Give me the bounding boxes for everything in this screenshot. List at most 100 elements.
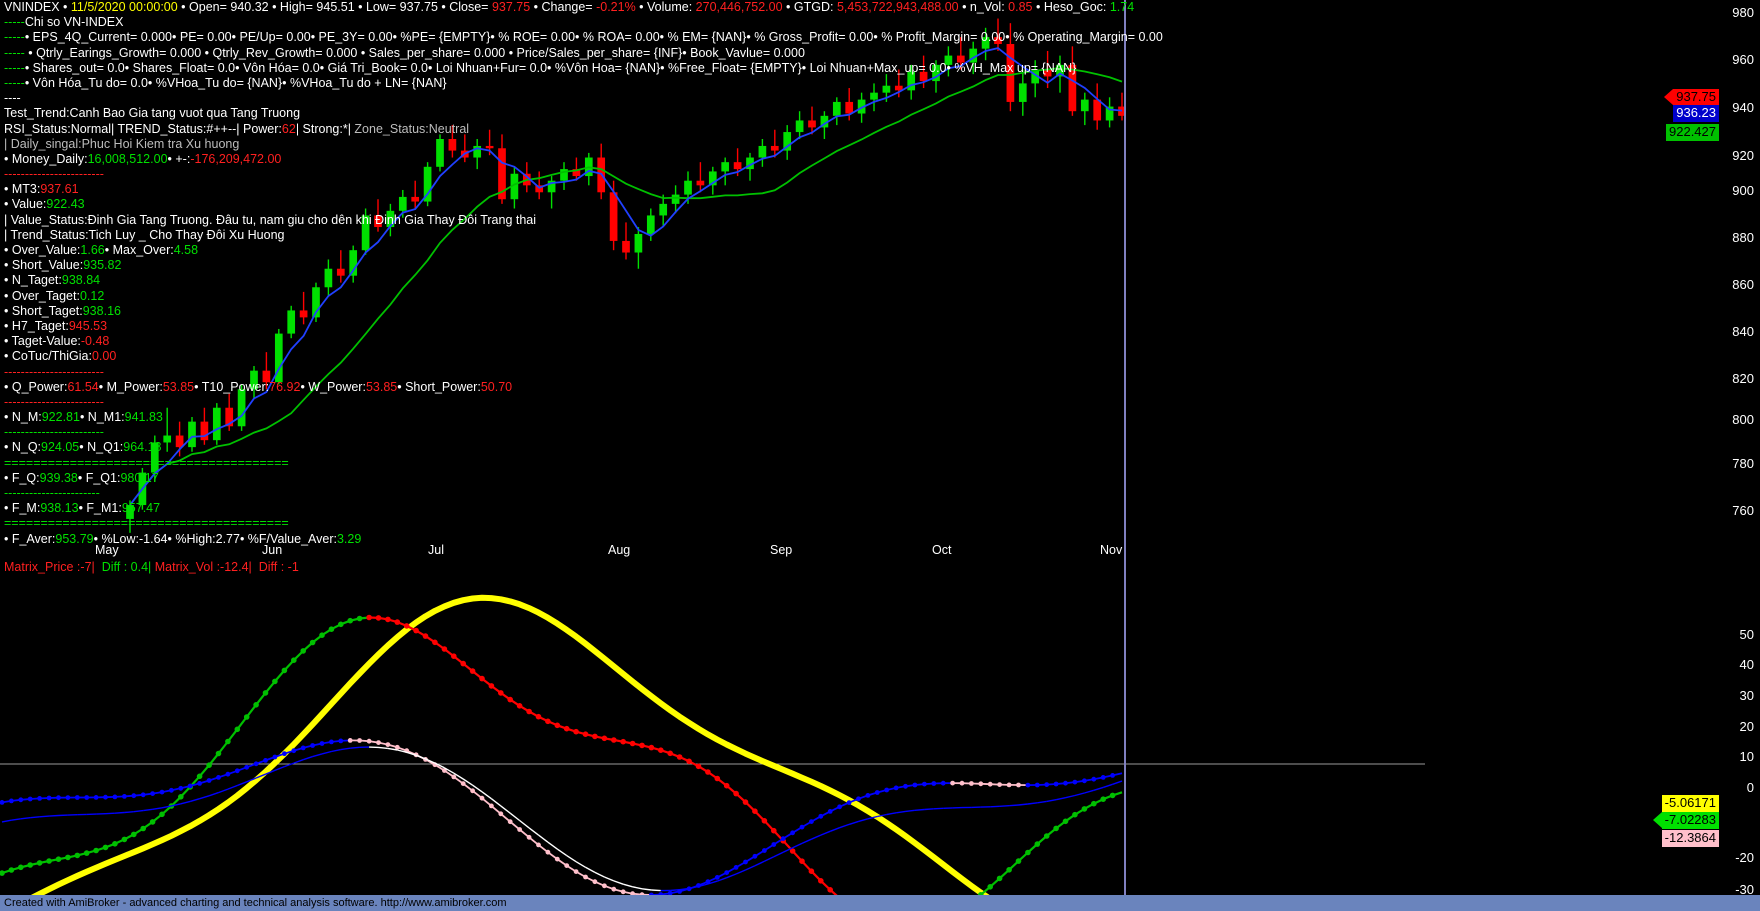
matrix-price-marker (441, 646, 448, 652)
matrix-vol-line-2 (528, 827, 539, 836)
matrix-vol-line-2 (302, 755, 313, 761)
candle-body (981, 37, 990, 49)
matrix-vol-marker (602, 883, 607, 889)
matrix-price-marker (761, 818, 768, 824)
matrix-vol-marker (573, 869, 579, 874)
matrix-vol-marker (940, 780, 946, 786)
matrix-vol-marker (1044, 782, 1050, 787)
price-axis-tick-840: 840 (1732, 324, 1754, 339)
matrix-vol-marker (498, 811, 504, 817)
matrix-vol-marker (84, 795, 90, 800)
matrix-vol-line-2 (820, 830, 831, 836)
matrix-vol-line-2 (754, 860, 765, 867)
indicator-chart-svg[interactable] (0, 558, 1425, 895)
matrix-vol-line-2 (679, 887, 690, 891)
candle-body (708, 171, 717, 186)
matrix-vol-line-2 (472, 784, 483, 793)
matrix-price-marker (338, 621, 344, 628)
candle-body (212, 407, 221, 441)
matrix-price-marker (206, 762, 212, 768)
matrix-vol-line-2 (566, 855, 577, 863)
matrix-vol-line-2 (124, 811, 134, 814)
indicator-axis-tick-neg30: -30 (1735, 882, 1754, 897)
matrix-vol-marker (564, 863, 570, 868)
matrix-vol-marker (771, 842, 777, 847)
matrix-vol-marker (649, 892, 654, 895)
matrix-vol-marker (253, 761, 259, 767)
indicator-axis-tick-20: 20 (1739, 719, 1754, 734)
matrix-vol-marker (799, 824, 805, 830)
candle-body (312, 287, 320, 318)
indicator-axis-tick-50: 50 (1739, 627, 1754, 642)
matrix-price-marker (366, 614, 372, 621)
matrix-vol-marker (724, 870, 730, 875)
matrix-vol-marker (74, 795, 80, 800)
matrix-vol-marker (1025, 782, 1031, 788)
matrix-vol-line-2 (340, 747, 351, 751)
matrix-price-marker (178, 794, 184, 800)
matrix-vol-line-2 (171, 803, 181, 807)
price-chart-svg[interactable] (0, 0, 1425, 556)
matrix-price-marker (253, 702, 259, 708)
matrix-vol-marker (9, 798, 14, 804)
candle-body (919, 71, 928, 82)
candle-body (336, 268, 345, 276)
matrix-price-marker (55, 856, 62, 862)
matrix-vol-line-2 (218, 788, 229, 794)
matrix-vol-line-2 (594, 871, 605, 878)
matrix-vol-marker (1082, 778, 1087, 784)
matrix-vol-marker (752, 853, 758, 859)
matrix-vol-line-2 (143, 808, 153, 812)
matrix-price-marker (281, 667, 288, 674)
month-label-aug: Aug (608, 543, 631, 557)
candle-body (646, 215, 655, 234)
matrix-price-marker (676, 754, 683, 760)
matrix-vol-marker (545, 849, 551, 855)
candle-body (411, 196, 420, 202)
candle-body (126, 505, 134, 519)
matrix-vol-line-2 (199, 795, 210, 800)
candle-body (932, 64, 940, 82)
matrix-vol-marker (131, 793, 137, 799)
matrix-vol-line-2 (999, 805, 1010, 807)
matrix-vol-line-2 (623, 883, 633, 888)
matrix-price-marker (620, 738, 626, 745)
matrix-vol-line-2 (237, 781, 247, 787)
matrix-vol-marker (103, 794, 108, 800)
matrix-vol-line-2 (519, 819, 530, 829)
matrix-vol-marker (93, 795, 99, 800)
matrix-vol-marker (818, 813, 824, 819)
matrix-price-marker (742, 799, 749, 805)
matrix-vol-marker (347, 738, 353, 743)
candle-body (770, 145, 779, 151)
right-price-axis[interactable]: 980 960 940 920 900 880 860 840 820 800 780 760 50 40… (1425, 0, 1760, 897)
candle-body (436, 139, 444, 167)
matrix-vol-line-2 (839, 823, 850, 829)
candle-body (485, 145, 494, 149)
matrix-price-marker (554, 722, 561, 729)
matrix-vol-marker (912, 782, 918, 788)
matrix-price-marker (1091, 800, 1097, 807)
matrix-vol-line-2 (735, 869, 746, 875)
candle-body (473, 145, 482, 158)
indicator-chart-panel[interactable] (0, 558, 1425, 895)
matrix-price-marker (0, 870, 5, 876)
candle-body (510, 173, 519, 200)
matrix-vol-line-2 (933, 807, 944, 810)
matrix-vol-marker (234, 768, 240, 774)
matrix-vol-marker (310, 743, 315, 748)
matrix-price-marker (18, 864, 24, 871)
matrix-vol-line-2 (745, 865, 756, 871)
matrix-vol-marker (1053, 781, 1059, 787)
price-tag: 922.427 (1666, 124, 1719, 141)
matrix-vol-line-2 (246, 777, 257, 783)
candle-body (659, 203, 668, 216)
month-label-jun: Jun (262, 543, 283, 557)
candle-body (795, 120, 804, 133)
matrix-vol-line-2 (858, 818, 869, 823)
matrix-price-marker (771, 827, 777, 834)
price-chart-panel[interactable] (0, 0, 1425, 556)
matrix-vol-marker (837, 804, 842, 810)
candle-body (225, 407, 234, 427)
matrix-price-marker (309, 639, 316, 646)
